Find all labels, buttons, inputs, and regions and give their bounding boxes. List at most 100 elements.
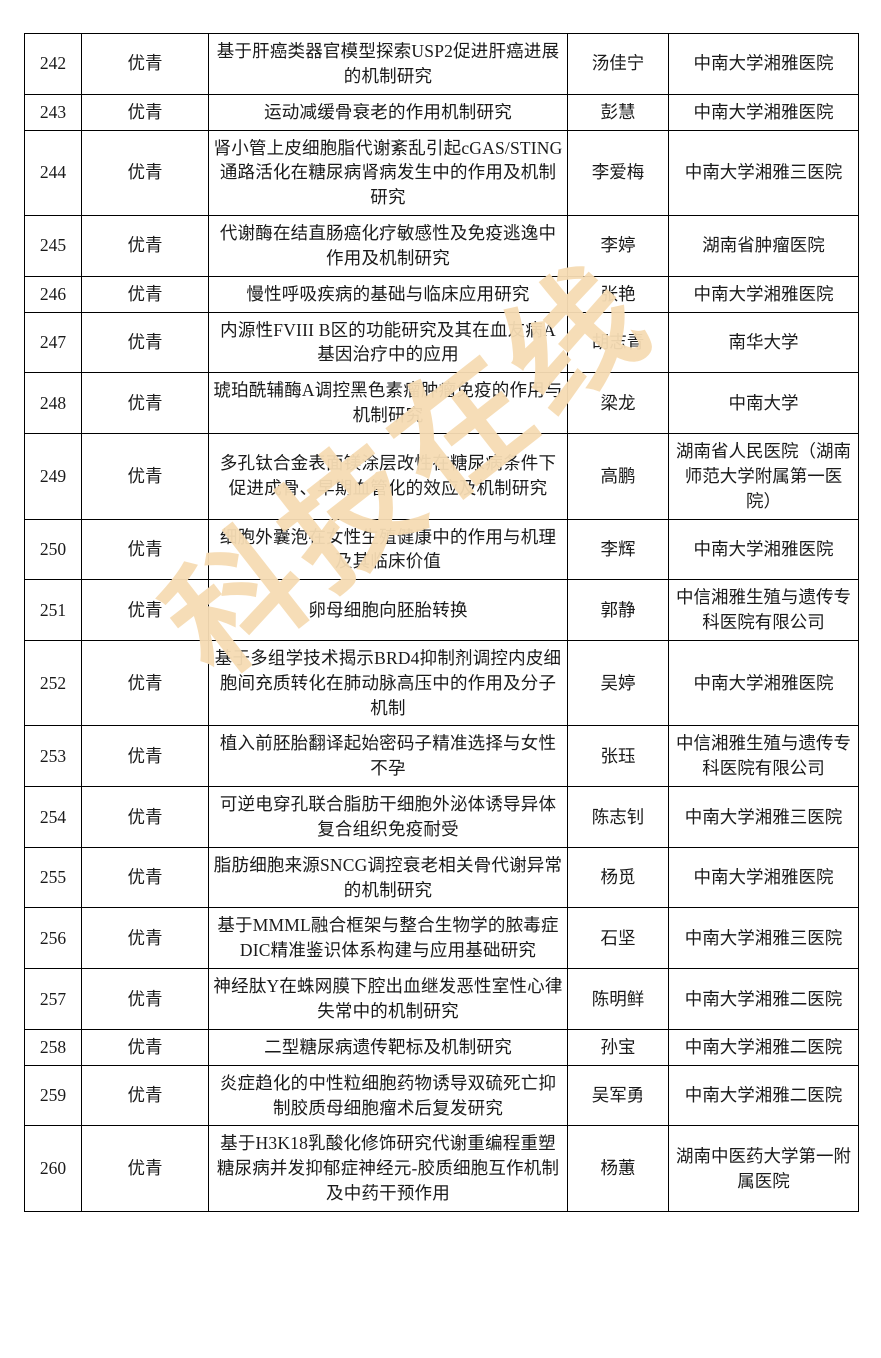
cell-host-institution: 南华大学	[668, 311, 859, 374]
cell-host-institution: 湖南省肿瘤医院	[668, 215, 859, 277]
cell-principal-investigator: 郭静	[567, 579, 669, 641]
cell-project-title: 基于肝癌类器官模型探索USP2促进肝癌进展的机制研究	[208, 33, 568, 95]
table-row: 249 优青 多孔钛合金表面镁涂层改性在糖尿病条件下促进成骨、早期血管化的效应及机制…	[24, 432, 859, 520]
cell-project-title: 卵母细胞向胚胎转换	[208, 579, 568, 641]
cell-host-institution: 湖南省人民医院（湖南师范大学附属第一医院）	[668, 432, 859, 520]
cell-serial-number: 251	[24, 579, 82, 641]
project-list-table: 242 优青 基于肝癌类器官模型探索USP2促进肝癌进展的机制研究 汤佳宁 中南大学湘雅…	[24, 33, 859, 1212]
cell-principal-investigator: 张珏	[567, 725, 669, 788]
cell-serial-number: 259	[24, 1064, 82, 1127]
cell-host-institution: 中南大学湘雅医院	[668, 275, 859, 313]
cell-principal-investigator: 吴军勇	[567, 1064, 669, 1127]
cell-category: 优青	[81, 129, 209, 217]
cell-host-institution: 中南大学湘雅医院	[668, 639, 859, 727]
cell-project-title: 代谢酶在结直肠癌化疗敏感性及免疫逃逸中作用及机制研究	[208, 215, 568, 277]
cell-category: 优青	[81, 968, 209, 1030]
cell-principal-investigator: 杨觅	[567, 846, 669, 909]
cell-principal-investigator: 张艳	[567, 275, 669, 313]
cell-category: 优青	[81, 1125, 209, 1212]
cell-host-institution: 中信湘雅生殖与遗传专科医院有限公司	[668, 579, 859, 641]
cell-serial-number: 246	[24, 275, 82, 313]
cell-category: 优青	[81, 907, 209, 970]
cell-host-institution: 中南大学湘雅三医院	[668, 129, 859, 217]
cell-project-title: 基于H3K18乳酸化修饰研究代谢重编程重塑糖尿病并发抑郁症神经元-胶质细胞互作机…	[208, 1125, 568, 1212]
cell-principal-investigator: 吴婷	[567, 639, 669, 727]
cell-principal-investigator: 李爱梅	[567, 129, 669, 217]
cell-category: 优青	[81, 1064, 209, 1127]
cell-serial-number: 243	[24, 93, 82, 131]
cell-serial-number: 244	[24, 129, 82, 217]
table-row: 242 优青 基于肝癌类器官模型探索USP2促进肝癌进展的机制研究 汤佳宁 中南大学湘雅…	[24, 33, 859, 95]
table-row: 250 优青 细胞外囊泡在女性生殖健康中的作用与机理及其临床价值 李辉 中南大学湘雅医院	[24, 518, 859, 581]
table-row: 260 优青 基于H3K18乳酸化修饰研究代谢重编程重塑糖尿病并发抑郁症神经元-胶质…	[24, 1125, 859, 1212]
cell-project-title: 可逆电穿孔联合脂肪干细胞外泌体诱导异体复合组织免疫耐受	[208, 786, 568, 848]
cell-serial-number: 247	[24, 311, 82, 374]
cell-category: 优青	[81, 372, 209, 434]
cell-principal-investigator: 胡志青	[567, 311, 669, 374]
cell-principal-investigator: 李婷	[567, 215, 669, 277]
cell-project-title: 基于多组学技术揭示BRD4抑制剂调控内皮细胞间充质转化在肺动脉高压中的作用及分子…	[208, 639, 568, 727]
table-row: 248 优青 琥珀酰辅酶A调控黑色素瘤肿瘤免疫的作用与机制研究 梁龙 中南大学	[24, 372, 859, 434]
cell-serial-number: 252	[24, 639, 82, 727]
cell-serial-number: 254	[24, 786, 82, 848]
cell-host-institution: 中南大学湘雅医院	[668, 518, 859, 581]
cell-project-title: 植入前胚胎翻译起始密码子精准选择与女性不孕	[208, 725, 568, 788]
cell-host-institution: 中信湘雅生殖与遗传专科医院有限公司	[668, 725, 859, 788]
table-row: 245 优青 代谢酶在结直肠癌化疗敏感性及免疫逃逸中作用及机制研究 李婷 湖南省肿瘤医院	[24, 215, 859, 277]
cell-serial-number: 250	[24, 518, 82, 581]
table-row: 244 优青 肾小管上皮细胞脂代谢紊乱引起cGAS/STING通路活化在糖尿病肾病发…	[24, 129, 859, 217]
cell-serial-number: 245	[24, 215, 82, 277]
table-body: 242 优青 基于肝癌类器官模型探索USP2促进肝癌进展的机制研究 汤佳宁 中南大学湘雅…	[24, 33, 859, 1212]
cell-category: 优青	[81, 215, 209, 277]
cell-serial-number: 248	[24, 372, 82, 434]
table-row: 254 优青 可逆电穿孔联合脂肪干细胞外泌体诱导异体复合组织免疫耐受 陈志钊 中南大学湘…	[24, 786, 859, 848]
table-row: 243 优青 运动减缓骨衰老的作用机制研究 彭慧 中南大学湘雅医院	[24, 93, 859, 131]
table-row: 253 优青 植入前胚胎翻译起始密码子精准选择与女性不孕 张珏 中信湘雅生殖与遗传专科医…	[24, 725, 859, 788]
cell-project-title: 多孔钛合金表面镁涂层改性在糖尿病条件下促进成骨、早期血管化的效应及机制研究	[208, 432, 568, 520]
cell-principal-investigator: 高鹏	[567, 432, 669, 520]
cell-serial-number: 260	[24, 1125, 82, 1212]
cell-serial-number: 255	[24, 846, 82, 909]
table-row: 251 优青 卵母细胞向胚胎转换 郭静 中信湘雅生殖与遗传专科医院有限公司	[24, 579, 859, 641]
cell-serial-number: 257	[24, 968, 82, 1030]
cell-project-title: 炎症趋化的中性粒细胞药物诱导双硫死亡抑制胶质母细胞瘤术后复发研究	[208, 1064, 568, 1127]
cell-host-institution: 中南大学湘雅医院	[668, 846, 859, 909]
cell-principal-investigator: 彭慧	[567, 93, 669, 131]
cell-project-title: 运动减缓骨衰老的作用机制研究	[208, 93, 568, 131]
table-row: 246 优青 慢性呼吸疾病的基础与临床应用研究 张艳 中南大学湘雅医院	[24, 275, 859, 313]
cell-host-institution: 湖南中医药大学第一附属医院	[668, 1125, 859, 1212]
cell-project-title: 琥珀酰辅酶A调控黑色素瘤肿瘤免疫的作用与机制研究	[208, 372, 568, 434]
cell-project-title: 二型糖尿病遗传靶标及机制研究	[208, 1028, 568, 1066]
table-row: 255 优青 脂肪细胞来源SNCG调控衰老相关骨代谢异常的机制研究 杨觅 中南大学湘雅医…	[24, 846, 859, 909]
cell-serial-number: 253	[24, 725, 82, 788]
table-row: 258 优青 二型糖尿病遗传靶标及机制研究 孙宝 中南大学湘雅二医院	[24, 1028, 859, 1066]
cell-category: 优青	[81, 725, 209, 788]
table-row: 256 优青 基于MMML融合框架与整合生物学的脓毒症DIC精准鉴识体系构建与应用基…	[24, 907, 859, 970]
cell-principal-investigator: 孙宝	[567, 1028, 669, 1066]
cell-category: 优青	[81, 275, 209, 313]
cell-host-institution: 中南大学湘雅二医院	[668, 1064, 859, 1127]
cell-host-institution: 中南大学湘雅医院	[668, 33, 859, 95]
cell-project-title: 脂肪细胞来源SNCG调控衰老相关骨代谢异常的机制研究	[208, 846, 568, 909]
cell-category: 优青	[81, 579, 209, 641]
cell-principal-investigator: 李辉	[567, 518, 669, 581]
cell-project-title: 基于MMML融合框架与整合生物学的脓毒症DIC精准鉴识体系构建与应用基础研究	[208, 907, 568, 970]
cell-host-institution: 中南大学湘雅二医院	[668, 968, 859, 1030]
cell-category: 优青	[81, 33, 209, 95]
cell-serial-number: 242	[24, 33, 82, 95]
table-row: 252 优青 基于多组学技术揭示BRD4抑制剂调控内皮细胞间充质转化在肺动脉高压中的…	[24, 639, 859, 727]
table-row: 247 优青 内源性FVIII B区的功能研究及其在血友病A基因治疗中的应用 胡志青南…	[24, 311, 859, 374]
cell-principal-investigator: 陈志钊	[567, 786, 669, 848]
cell-host-institution: 中南大学湘雅二医院	[668, 1028, 859, 1066]
table-row: 259 优青 炎症趋化的中性粒细胞药物诱导双硫死亡抑制胶质母细胞瘤术后复发研究 吴军勇…	[24, 1064, 859, 1127]
cell-principal-investigator: 石坚	[567, 907, 669, 970]
cell-host-institution: 中南大学湘雅三医院	[668, 786, 859, 848]
cell-principal-investigator: 汤佳宁	[567, 33, 669, 95]
cell-project-title: 神经肽Y在蛛网膜下腔出血继发恶性室性心律失常中的机制研究	[208, 968, 568, 1030]
project-list-table-container: 242 优青 基于肝癌类器官模型探索USP2促进肝癌进展的机制研究 汤佳宁 中南大学湘雅…	[24, 33, 859, 1212]
cell-serial-number: 249	[24, 432, 82, 520]
cell-category: 优青	[81, 846, 209, 909]
cell-project-title: 内源性FVIII B区的功能研究及其在血友病A基因治疗中的应用	[208, 311, 568, 374]
cell-category: 优青	[81, 93, 209, 131]
cell-category: 优青	[81, 518, 209, 581]
